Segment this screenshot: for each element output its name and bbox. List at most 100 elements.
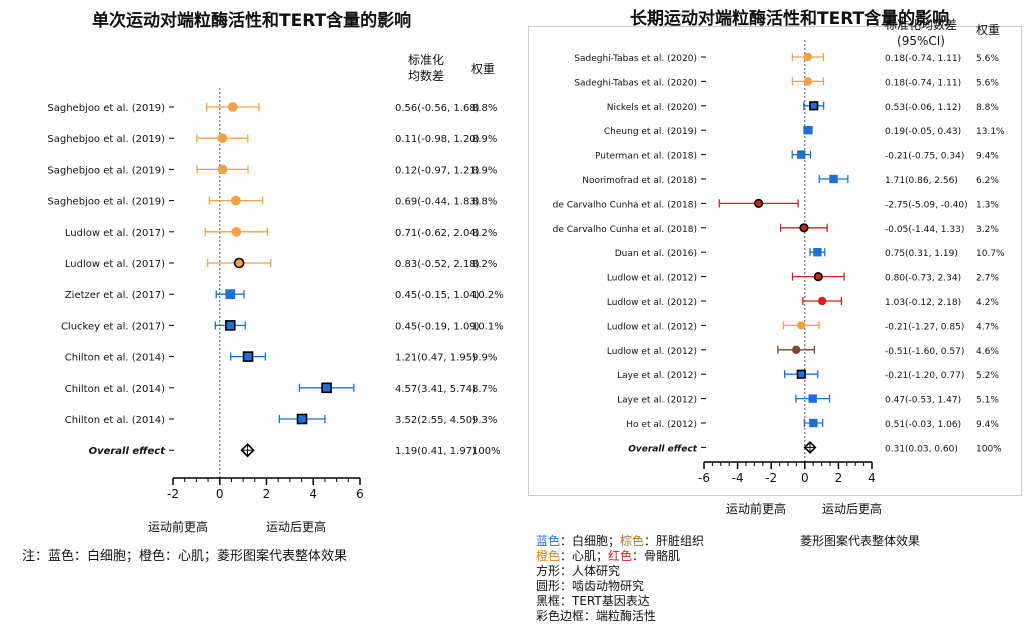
right-study-label: Laye et al. (2012)	[617, 396, 697, 406]
right-study-label: Laye et al. (2012)	[617, 371, 697, 381]
right-ci-text: 1.03(-0.12, 2.18)	[885, 298, 961, 308]
right-point-square	[797, 150, 806, 159]
right-ci-text: 0.18(-0.74, 1.11)	[885, 78, 961, 88]
right-weight-text: 4.2%	[976, 298, 999, 308]
right-study-label: Sadeghi-Tabas et al. (2020)	[574, 78, 697, 88]
left-weight-text: 8.2%	[472, 259, 497, 270]
legend-circle: 圆形：啮齿动物研究	[536, 579, 645, 593]
left-overall-weight-text: 100%	[472, 446, 501, 457]
right-point-circle	[813, 272, 823, 282]
left-header-smd-line2: 均数差	[408, 69, 445, 83]
left-ci-text: 0.56(-0.56, 1.68)	[395, 103, 480, 114]
right-header-smd: 标准化均数差 (95%CI)	[885, 17, 957, 49]
left-weight-text: 8.8%	[472, 197, 497, 208]
left-title: 单次运动对端粒酶活性和TERT含量的影响	[92, 11, 412, 31]
right-header-smd-line1: 标准化均数差	[885, 18, 958, 32]
left-overall-ci-text: 1.19(0.41, 1.97)	[395, 446, 476, 457]
left-point-square	[296, 413, 308, 425]
right-point-circle	[803, 52, 813, 62]
right-header-weight: 权重	[976, 23, 1001, 37]
right-point-square	[809, 101, 819, 111]
left-overall-label: Overall effect	[89, 446, 167, 457]
legend-red: 红色	[608, 549, 633, 563]
left-point-square	[242, 351, 254, 362]
left-tick-label: 2	[263, 487, 271, 501]
right-weight-text: 4.7%	[976, 322, 999, 332]
right-study-label: de Carvalho Cunha et al. (2018)	[553, 200, 697, 210]
right-point-square	[813, 247, 822, 257]
legend-brown-text: ：肝脏组织	[644, 534, 705, 548]
right-point-circle	[797, 321, 806, 330]
right-tick-label: 4	[868, 471, 876, 485]
left-point-circle	[231, 226, 242, 237]
left-weight-text: 9.3%	[472, 415, 497, 426]
legend-square: 方形：人体研究	[536, 564, 621, 578]
right-weight-text: 13.1%	[976, 127, 1005, 137]
left-ci-text: 0.11(-0.98, 1.20)	[395, 134, 480, 145]
right-ci-text: -2.75(-5.09, -0.40)	[885, 200, 968, 210]
right-weight-text: 5.1%	[976, 396, 999, 406]
left-point-square	[225, 289, 236, 300]
legend-color-border: 彩色边框：端粒酶活性	[536, 609, 657, 623]
right-legend: 蓝色：白细胞；棕色：肝脏组织 橙色：心肌；红色：骨骼肌 方形：人体研究 圆形：啮…	[536, 534, 704, 624]
right-ci-text: 1.71(0.86, 2.56)	[885, 176, 958, 186]
right-study-label: Puterman et al. (2018)	[595, 152, 697, 162]
right-ci-text: 0.53(-0.06, 1.12)	[885, 103, 961, 113]
left-tick-label: -2	[167, 487, 179, 501]
right-weight-text: 5.2%	[976, 371, 999, 381]
left-point-circle	[217, 164, 228, 175]
right-study-label: Ludlow et al. (2012)	[607, 347, 697, 357]
right-study-label: Ludlow et al. (2012)	[607, 322, 697, 332]
left-note: 注：蓝色：白细胞；橙色：心肌；菱形图案代表整体效果	[22, 549, 348, 564]
right-weight-text: 2.7%	[976, 274, 999, 284]
legend-red-text: ：骨骼肌	[632, 549, 681, 563]
left-study-label: Chilton et al. (2014)	[65, 353, 165, 364]
right-weight-text: 9.4%	[976, 152, 999, 162]
right-point-square	[809, 418, 818, 428]
right-ci-text: 0.18(-0.74, 1.11)	[885, 54, 961, 64]
left-x-label-after: 运动后更高	[266, 520, 327, 534]
right-legend-diamond: 菱形图案代表整体效果	[800, 534, 921, 548]
right-tick-label: 0	[801, 471, 809, 485]
right-ci-text: -0.21(-1.27, 0.85)	[885, 322, 964, 332]
right-study-label: Nickels et al. (2020)	[607, 103, 697, 113]
right-point-circle	[792, 345, 801, 354]
left-study-label: Zietzer et al. (2017)	[65, 290, 165, 301]
right-ci-text: -0.21(-1.20, 0.77)	[885, 371, 964, 381]
right-ci-text: -0.51(-1.60, 0.57)	[885, 347, 964, 357]
left-study-label: Ludlow et al. (2017)	[65, 228, 165, 239]
right-title: 长期运动对端粒酶活性和TERT含量的影响	[630, 9, 950, 29]
left-study-label: Ludlow et al. (2017)	[65, 259, 165, 270]
right-point-square	[808, 394, 817, 403]
legend-blue: 蓝色	[536, 534, 561, 548]
legend-blue-text: ：白细胞；	[560, 534, 621, 548]
right-header-smd-line2: (95%CI)	[897, 34, 945, 48]
left-weight-text: 8.9%	[472, 134, 497, 145]
legend-black: 黑框：TERT基因表达	[536, 594, 650, 608]
left-study-label: Saghebjoo et al. (2019)	[47, 134, 165, 145]
right-weight-text: 5.6%	[976, 54, 999, 64]
left-point-circle	[233, 257, 245, 269]
right-weight-text: 6.2%	[976, 176, 999, 186]
left-tick-label: 6	[356, 487, 364, 501]
right-weight-text: 4.6%	[976, 347, 999, 357]
left-ci-text: 0.71(-0.62, 2.04)	[395, 228, 480, 239]
left-weight-text: 8.9%	[472, 165, 497, 176]
right-x-label-before: 运动前更高	[726, 502, 787, 516]
left-ci-text: 0.45(-0.15, 1.04)	[395, 290, 480, 301]
right-overall-label: Overall effect	[628, 444, 697, 454]
right-ci-text: 0.47(-0.53, 1.47)	[885, 396, 961, 406]
right-overall-weight-text: 100%	[976, 444, 1002, 454]
left-study-label: Chilton et al. (2014)	[65, 415, 165, 426]
right-tick-label: -6	[698, 471, 710, 485]
right-study-label: Sadeghi-Tabas et al. (2020)	[574, 54, 697, 64]
left-study-label: Cluckey et al. (2017)	[61, 321, 165, 332]
left-study-label: Saghebjoo et al. (2019)	[47, 165, 165, 176]
left-weight-text: 9.9%	[472, 353, 497, 364]
right-point-square	[829, 174, 838, 184]
left-point-circle	[230, 195, 241, 206]
left-point-square	[321, 382, 332, 394]
right-ci-text: 0.75(0.31, 1.19)	[885, 249, 958, 259]
right-point-circle	[753, 198, 764, 208]
